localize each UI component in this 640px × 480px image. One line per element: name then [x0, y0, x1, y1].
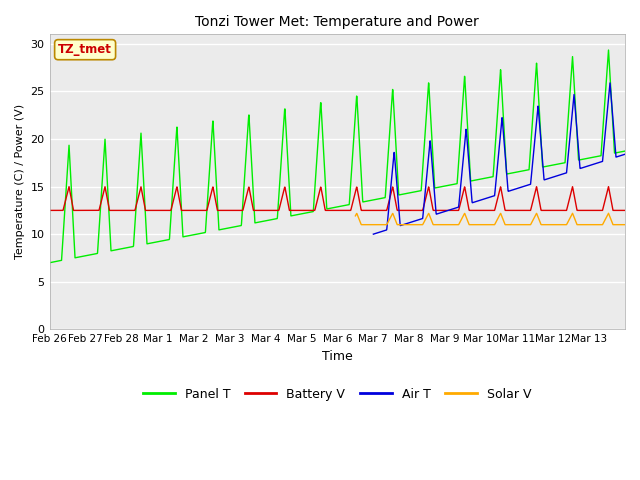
Battery V — [511, 207, 518, 213]
Battery V — [45, 207, 53, 213]
Battery V — [372, 207, 380, 213]
Air T — [511, 186, 518, 192]
Panel T — [605, 47, 612, 53]
Air T — [543, 176, 551, 182]
Line: Panel T: Panel T — [49, 50, 625, 263]
Solar V — [511, 222, 518, 228]
Line: Solar V: Solar V — [355, 213, 625, 225]
Panel T — [511, 169, 518, 175]
Battery V — [227, 207, 235, 213]
Line: Battery V: Battery V — [49, 187, 625, 210]
Line: Air T: Air T — [373, 83, 625, 234]
Battery V — [103, 194, 111, 200]
Battery V — [605, 184, 612, 190]
Legend: Panel T, Battery V, Air T, Solar V: Panel T, Battery V, Air T, Solar V — [138, 383, 536, 406]
Battery V — [543, 207, 551, 213]
Y-axis label: Temperature (C) / Power (V): Temperature (C) / Power (V) — [15, 104, 25, 259]
Solar V — [621, 222, 629, 228]
X-axis label: Time: Time — [322, 350, 353, 363]
Solar V — [543, 222, 551, 228]
Panel T — [613, 150, 621, 156]
Battery V — [613, 207, 621, 213]
Panel T — [103, 174, 111, 180]
Air T — [621, 151, 629, 157]
Panel T — [227, 225, 235, 230]
Panel T — [372, 196, 380, 202]
Panel T — [543, 163, 551, 169]
Solar V — [613, 222, 621, 228]
Text: TZ_tmet: TZ_tmet — [58, 43, 112, 56]
Air T — [613, 154, 621, 160]
Battery V — [621, 207, 629, 213]
Solar V — [372, 222, 380, 228]
Panel T — [45, 260, 53, 265]
Air T — [372, 230, 380, 236]
Panel T — [621, 148, 629, 154]
Title: Tonzi Tower Met: Temperature and Power: Tonzi Tower Met: Temperature and Power — [195, 15, 479, 29]
